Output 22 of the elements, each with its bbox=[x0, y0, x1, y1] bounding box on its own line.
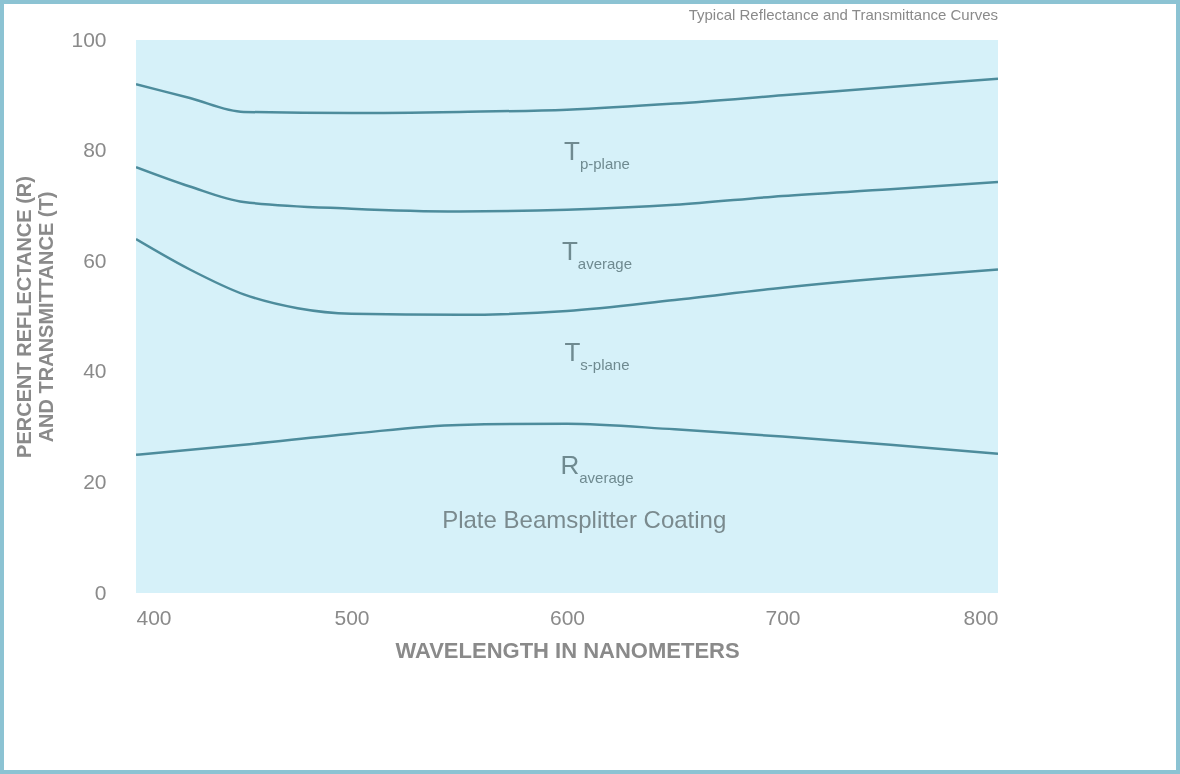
series-label: T$_{p-plane}$ bbox=[564, 135, 630, 172]
series-label: T$_{average}$ bbox=[561, 235, 633, 272]
x-tick-label: 600 bbox=[549, 605, 586, 629]
y-tick-label: 0 bbox=[94, 580, 107, 604]
annotation: Plate Beamsplitter Coating bbox=[442, 506, 727, 534]
series-label: T$_{s-plane}$ bbox=[564, 336, 630, 373]
x-tick-label: 700 bbox=[765, 605, 801, 629]
chart-title: Typical Reflectance and Transmittance Curves bbox=[688, 6, 998, 23]
x-tick-label: 500 bbox=[334, 605, 370, 629]
line-series bbox=[136, 237, 998, 317]
x-tick-label: 400 bbox=[136, 605, 172, 629]
y-tick-label: 80 bbox=[83, 138, 107, 162]
y-axis-title: PERCENT REFLECTANCE (R) AND TRANSMITTANCE (T) bbox=[13, 176, 58, 458]
y-tick-label: 100 bbox=[71, 27, 107, 51]
x-axis-title: WAVELENGTH IN NANOMETERS bbox=[395, 637, 740, 663]
y-tick-label: 20 bbox=[83, 469, 107, 493]
line-series bbox=[136, 77, 998, 115]
x-tick-label: 800 bbox=[963, 605, 999, 629]
line-series bbox=[136, 422, 998, 456]
y-tick-label: 40 bbox=[83, 359, 107, 383]
y-tick-label: 60 bbox=[83, 248, 107, 272]
series-label: R$_{average}$ bbox=[560, 449, 634, 486]
